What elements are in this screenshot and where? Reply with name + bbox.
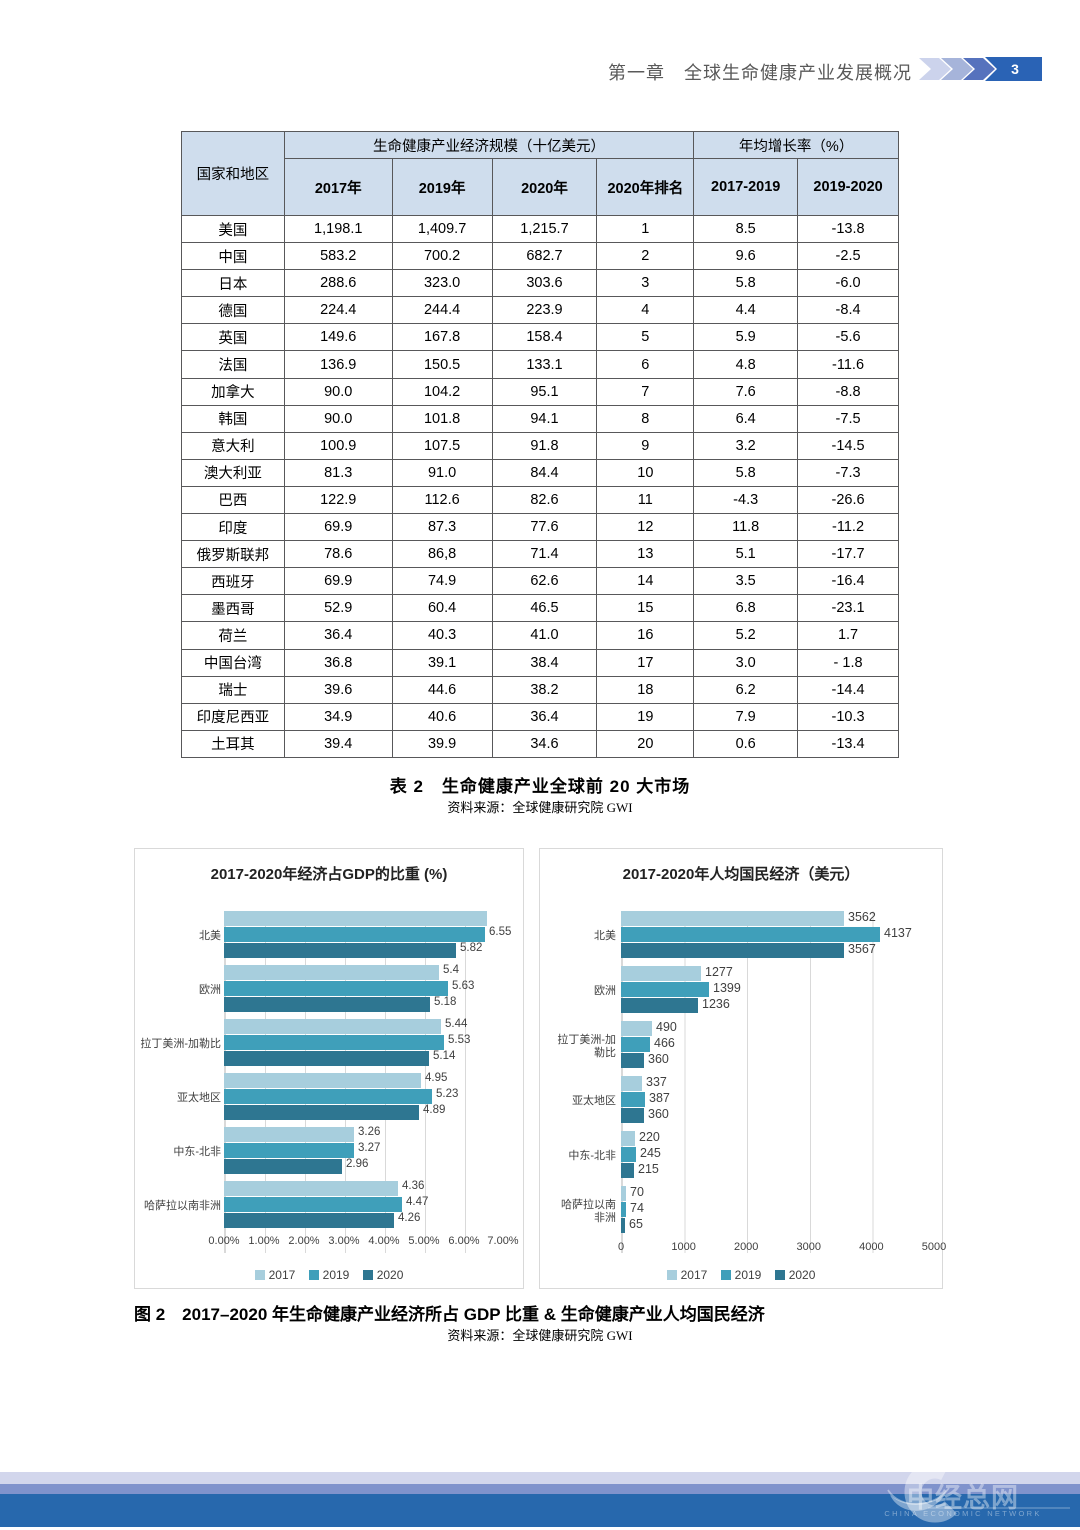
svg-text:CHINA ECONOMIC NETWORK: CHINA ECONOMIC NETWORK — [884, 1509, 1041, 1518]
svg-text:3: 3 — [1011, 61, 1019, 77]
